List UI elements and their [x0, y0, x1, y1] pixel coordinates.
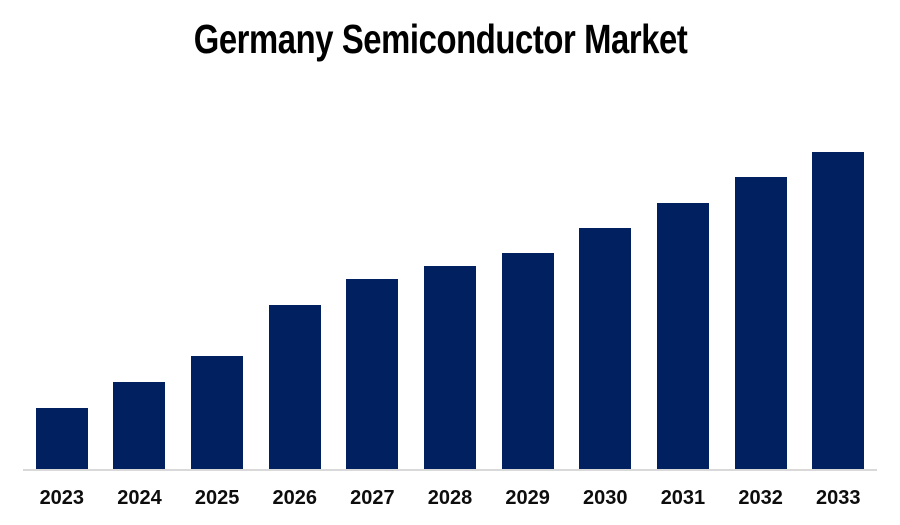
bar-2023 [35, 407, 88, 469]
x-label-2030: 2030 [583, 487, 628, 509]
bar-2030 [579, 228, 632, 469]
bar-slot-2028 [411, 152, 489, 469]
bar-2031 [656, 202, 709, 469]
x-label-2023: 2023 [39, 487, 85, 509]
bar-2029 [501, 253, 554, 469]
bar-2024 [113, 381, 166, 469]
bar-slot-2033 [799, 152, 877, 469]
bar-2027 [346, 279, 399, 469]
bar-slot-2030 [566, 152, 644, 469]
x-label-2028: 2028 [427, 487, 473, 509]
bar-slot-2023 [23, 152, 101, 469]
x-label-2029: 2029 [505, 487, 550, 509]
bar-slot-2024 [101, 152, 179, 469]
x-label-2026: 2026 [272, 487, 317, 509]
chart-title: Germany Semiconductor Market [0, 16, 882, 63]
x-axis-labels: 2023 2024 2025 2026 2027 2028 2029 2030 2031 2032… [23, 488, 877, 509]
x-label-2031: 2031 [660, 487, 706, 509]
bar-2028 [424, 266, 477, 469]
bar-slot-2029 [489, 152, 567, 469]
bar-2025 [191, 355, 244, 469]
bar-chart-plot-area [23, 152, 877, 471]
x-label-2025: 2025 [194, 487, 240, 509]
x-label-2032: 2032 [738, 487, 783, 509]
bar-slot-2025 [178, 152, 256, 469]
bar-2032 [734, 176, 787, 469]
bar-slot-2026 [256, 152, 334, 469]
bar-slot-2031 [644, 152, 722, 469]
chart-title-text: Germany Semiconductor Market [194, 16, 688, 62]
bar-slot-2032 [722, 152, 800, 469]
x-label-2027: 2027 [350, 487, 395, 509]
bar-2026 [268, 305, 321, 469]
x-label-2033: 2033 [815, 487, 861, 509]
x-label-2024: 2024 [117, 487, 162, 509]
bar-slot-2027 [334, 152, 412, 469]
bar-2033 [812, 152, 865, 469]
